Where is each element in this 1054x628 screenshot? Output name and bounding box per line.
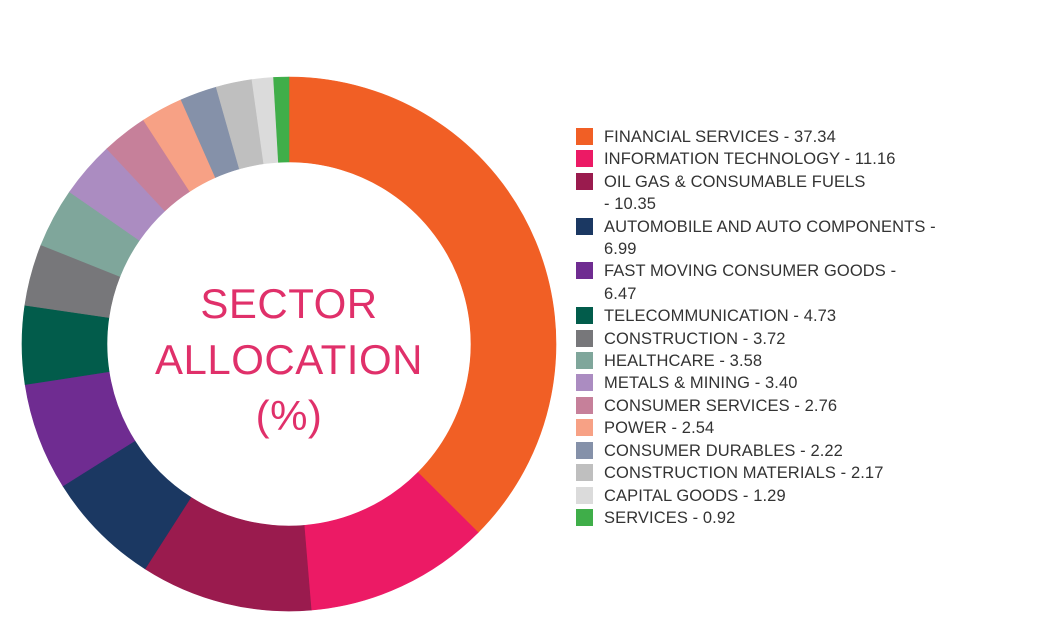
legend-item: METALS & MINING - 3.40 — [576, 372, 996, 394]
legend-swatch — [576, 374, 593, 392]
legend-swatch — [576, 128, 593, 145]
donut-slice-telecommunication — [21, 304, 110, 385]
legend-swatch — [576, 396, 593, 414]
legend-label: CONSTRUCTION - 3.72 — [604, 329, 786, 348]
legend-item: OIL GAS & CONSUMABLE FUELS - 10.35 — [576, 171, 996, 216]
legend-label: AUTOMOBILE AND AUTO COMPONENTS - — [604, 217, 936, 236]
legend-label: INFORMATION TECHNOLOGY - 11.16 — [604, 150, 896, 169]
legend-item: CONSUMER SERVICES - 2.76 — [576, 395, 996, 417]
legend-label: CONSUMER SERVICES - 2.76 — [604, 396, 838, 415]
legend-label: 6.47 — [604, 284, 637, 303]
legend-label: CONSTRUCTION MATERIALS - 2.17 — [604, 464, 884, 483]
legend-swatch — [576, 150, 593, 168]
legend-item: POWER - 2.54 — [576, 417, 996, 439]
legend-label: CONSUMER DURABLES - 2.22 — [604, 441, 843, 460]
legend-label: SERVICES - 0.92 — [604, 508, 736, 527]
donut-slice-services — [273, 76, 290, 163]
legend-item: INFORMATION TECHNOLOGY - 11.16 — [576, 148, 996, 170]
legend-swatch — [576, 262, 593, 280]
legend-swatch — [576, 329, 593, 347]
legend-label: 6.99 — [604, 240, 637, 259]
legend-item: FINANCIAL SERVICES - 37.34 — [576, 126, 996, 148]
legend-label: POWER - 2.54 — [604, 419, 715, 438]
legend-swatch — [576, 352, 593, 370]
legend-swatch — [576, 508, 593, 526]
legend-item: SERVICES - 0.92 — [576, 507, 996, 529]
chart-legend: FINANCIAL SERVICES - 37.34 INFORMATION TE… — [576, 126, 996, 529]
legend-item: TELECOMMUNICATION - 4.73 — [576, 305, 996, 327]
chart-title-line-3: (%) — [255, 392, 323, 439]
chart-title: SECTOR ALLOCATION (%) — [119, 276, 459, 444]
legend-swatch — [576, 419, 593, 437]
legend-label: CAPITAL GOODS - 1.29 — [604, 486, 786, 505]
legend-swatch — [576, 441, 593, 459]
legend-label: OIL GAS & CONSUMABLE FUELS — [604, 172, 866, 191]
legend-item: FAST MOVING CONSUMER GOODS - 6.47 — [576, 260, 996, 305]
legend-item: HEALTHCARE - 3.58 — [576, 350, 996, 372]
chart-title-line-1: SECTOR — [200, 280, 378, 327]
legend-item: AUTOMOBILE AND AUTO COMPONENTS - 6.99 — [576, 216, 996, 261]
legend-label: TELECOMMUNICATION - 4.73 — [604, 307, 837, 326]
legend-label: METALS & MINING - 3.40 — [604, 374, 798, 393]
legend-label: HEALTHCARE - 3.58 — [604, 352, 763, 371]
legend-swatch — [576, 172, 593, 190]
donut-chart — [21, 76, 557, 612]
chart-title-line-2: ALLOCATION — [155, 336, 423, 383]
legend-label: - 10.35 — [604, 195, 657, 214]
legend-item: CONSTRUCTION - 3.72 — [576, 328, 996, 350]
legend-swatch — [576, 486, 593, 504]
legend-swatch — [576, 464, 593, 482]
donut-slice-financial-services — [288, 76, 557, 533]
legend-swatch — [576, 217, 593, 235]
legend-item: CONSTRUCTION MATERIALS - 2.17 — [576, 462, 996, 484]
legend-label: FAST MOVING CONSUMER GOODS - — [604, 262, 897, 281]
legend-item: CAPITAL GOODS - 1.29 — [576, 485, 996, 507]
legend-label: FINANCIAL SERVICES - 37.34 — [604, 128, 836, 146]
legend-swatch — [576, 307, 593, 325]
legend-item: CONSUMER DURABLES - 2.22 — [576, 440, 996, 462]
